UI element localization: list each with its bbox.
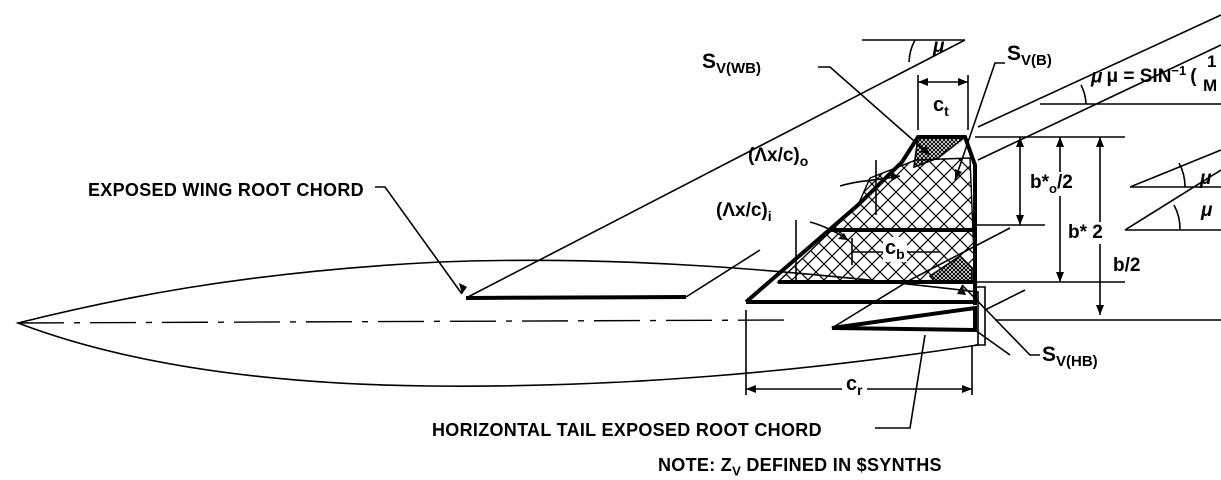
- b-star-o-label: b*o/2: [1030, 172, 1073, 196]
- mach-line-wing: [465, 39, 966, 299]
- fuselage-outline: [15, 259, 979, 387]
- exposed-wing-root-chord-label: EXPOSED WING ROOT CHORD: [88, 180, 364, 200]
- sv-b-label: SV(B): [1007, 42, 1052, 70]
- mu-formula-numerator: 1: [1207, 52, 1217, 71]
- sv-wb-region: [913, 136, 968, 169]
- mu-formula-denominator: M: [1203, 76, 1218, 95]
- wing-root-chord-line: [465, 295, 687, 300]
- sweep-outer-label: (Λx/c)o: [748, 145, 809, 169]
- cb-label: cb: [883, 237, 907, 262]
- ct-label: ct: [933, 94, 949, 119]
- mu-label-right-1: μ: [1200, 168, 1212, 189]
- sv-hb-region: [928, 254, 973, 283]
- horizontal-tail: [831, 305, 977, 333]
- mu-label-top: μ: [933, 36, 945, 57]
- horizontal-tail-root-chord-label: HORIZONTAL TAIL EXPOSED ROOT CHORD: [432, 420, 822, 440]
- mu-label-right-2: μ: [1201, 200, 1213, 221]
- b-half-label: b/2: [1113, 255, 1141, 277]
- sv-wb-label: SV(WB): [702, 50, 762, 78]
- mach-line-tip: [977, 14, 1221, 128]
- b-star-2-label: b* 2: [1068, 222, 1103, 244]
- cr-label: cr: [842, 373, 867, 398]
- sv-hb-label: SV(HB): [1042, 343, 1098, 371]
- sweep-inner-label: (Λx/c)i: [716, 200, 772, 224]
- body-centerline: [17, 319, 791, 324]
- note-label: NOTE: ZV DEFINED IN $SYNTHS: [658, 455, 942, 479]
